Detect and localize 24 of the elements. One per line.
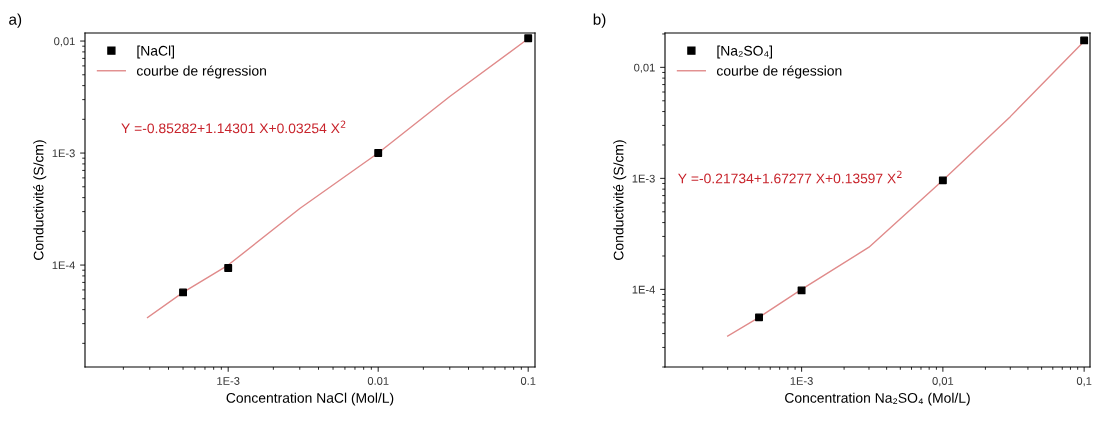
chart-title: a): [9, 13, 22, 28]
x-axis-title: Concentration Na₂SO₄ (Mol/L): [785, 392, 970, 406]
legend-label: courbe de régession: [716, 65, 842, 79]
y-tick-label: 1E-4: [52, 261, 75, 270]
x-tick-label: 0.1: [520, 377, 536, 385]
y-tick-label: 1E-4: [632, 285, 655, 294]
x-tick-label: 0.01: [367, 377, 389, 385]
y-tick-label: 1E-3: [52, 149, 75, 158]
legend-label: courbe de régression: [136, 65, 266, 79]
y-tick-label: 0,01: [54, 37, 75, 47]
x-tick-label: 1E-3: [217, 377, 240, 385]
y-tick-label: 0,01: [634, 63, 655, 73]
annotation: Y =-0.85282+1.14301 X+0.03254 X$^{2}$: [121, 120, 346, 134]
y-axis-title: Conductivité (S/cm): [613, 140, 627, 260]
x-tick-label: 0,01: [932, 377, 954, 387]
y-tick-label: 1E-3: [632, 174, 655, 183]
chart-title: b): [593, 13, 606, 28]
legend-label: [Na₂SO₄]: [717, 45, 772, 59]
x-tick-label: 0,1: [1076, 377, 1092, 387]
legend-label: [NaCl]: [137, 45, 174, 59]
y-axis-title: Conductivité (S/cm): [33, 140, 47, 260]
x-axis-title: Concentration NaCl (Mol/L): [226, 392, 394, 406]
annotation: Y =-0.21734+1.67277 X+0.13597 X$^{2}$: [678, 170, 902, 184]
x-tick-label: 1E-3: [790, 377, 813, 385]
